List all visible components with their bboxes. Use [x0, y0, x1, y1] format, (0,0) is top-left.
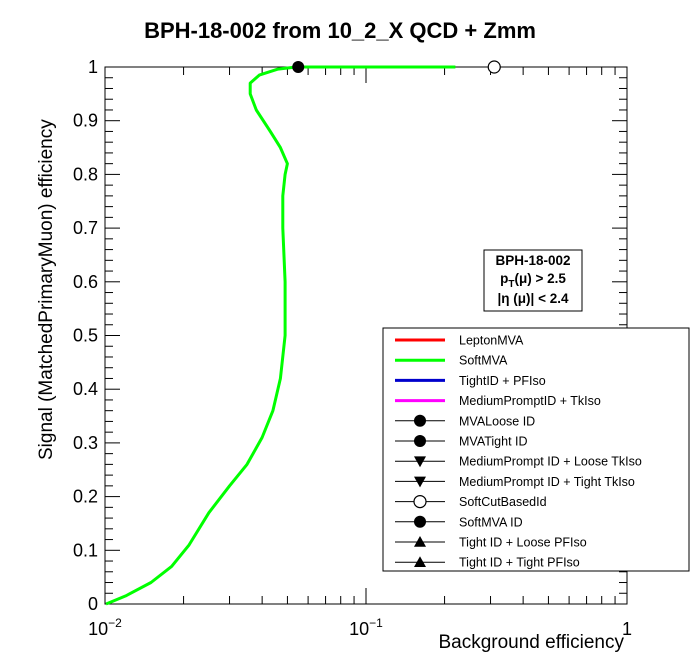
- y-axis-label: Signal (MatchedPrimaryMuon) efficiency: [36, 119, 57, 460]
- legend-swatch-marker-tight-id-tight-pfiso: [414, 556, 426, 567]
- info-box-line2-rest: (μ) > 2.5: [514, 271, 566, 286]
- x-tick-base: 1: [622, 619, 632, 639]
- x-tick-label: 10−2: [88, 616, 122, 639]
- legend-label-softmva: SoftMVA: [459, 354, 508, 368]
- info-box-line3: |η (μ)| < 2.4: [498, 291, 569, 306]
- legend-frame: [382, 327, 690, 572]
- y-tick-label: 0: [88, 594, 98, 614]
- legend-label-mediumprompt-id-tight-tkiso: MediumPrompt ID + Tight TkIso: [459, 475, 635, 489]
- legend-label-tight-id-loose-pfiso: Tight ID + Loose PFIso: [459, 536, 587, 550]
- legend-label-softcutbasedid: SoftCutBasedId: [459, 495, 547, 509]
- legend-swatch-marker-mediumprompt-id-tight-tkiso: [414, 476, 426, 488]
- y-tick-label: 0.8: [73, 164, 98, 184]
- y-tick-label: 0.9: [73, 111, 98, 131]
- legend-swatch-marker-mvaloose-id: [414, 414, 426, 427]
- y-tick-label: 0.3: [73, 433, 98, 453]
- legend-swatch-marker-mediumprompt-id-loose-tkiso: [414, 456, 426, 468]
- y-tick-label: 0.5: [73, 326, 98, 346]
- legend-label-tightid-pfiso: TightID + PFIso: [459, 374, 546, 388]
- y-tick-label: 1: [88, 57, 98, 77]
- info-box-frame: [483, 249, 583, 312]
- x-tick-label: 10−1: [349, 616, 383, 639]
- x-tick-exponent: −1: [369, 616, 383, 630]
- series-line-softmva: [105, 65, 456, 606]
- x-tick-exponent: −2: [108, 616, 122, 630]
- y-tick-label: 0.4: [73, 379, 98, 399]
- legend-label-mediumpromptid-tkiso: MediumPromptID + TkIso: [459, 394, 601, 408]
- y-tick-label: 0.1: [73, 540, 98, 560]
- info-box-line2: pT(μ) > 2.5: [500, 271, 566, 290]
- legend-swatch-marker-tight-id-loose-pfiso: [414, 536, 426, 547]
- info-box-line2-sub: T: [508, 279, 514, 290]
- legend-label-tight-id-tight-pfiso: Tight ID + Tight PFIso: [459, 556, 580, 570]
- legend-label-softmva-id: SoftMVA ID: [459, 515, 523, 529]
- x-tick-base: 10: [88, 619, 108, 639]
- legend-label-mvatight-id: MVATight ID: [459, 435, 528, 449]
- series-layer: [105, 65, 456, 606]
- marker-softmva-id: [292, 61, 305, 73]
- legend-swatch-marker-softcutbasedid: [413, 495, 427, 509]
- marker-softcutbasedid: [487, 60, 501, 74]
- x-tick-label: 1: [622, 619, 632, 639]
- legend: LeptonMVA SoftMVA TightID + PFIso MediumPro…: [382, 327, 690, 572]
- legend-swatch-marker-mvatight-id: [414, 435, 426, 447]
- legend-label-leptonmva: LeptonMVA: [459, 334, 524, 348]
- info-box: BPH-18-002 pT(μ) > 2.5 |η (μ)| < 2.4: [483, 249, 583, 312]
- legend-label-mediumprompt-id-loose-tkiso: MediumPrompt ID + Loose TkIso: [459, 455, 642, 469]
- legend-label-mvaloose-id: MVALoose ID: [459, 414, 535, 428]
- marker-layer: [292, 60, 501, 74]
- info-box-line1: BPH-18-002: [495, 253, 570, 268]
- y-tick-label: 0.7: [73, 218, 98, 238]
- x-axis-label: Background efficiency: [438, 632, 624, 653]
- x-tick-base: 10: [349, 619, 369, 639]
- legend-swatch-marker-softmva-id: [414, 515, 426, 528]
- y-tick-label: 0.6: [73, 272, 98, 292]
- chart-title: BPH-18-002 from 10_2_X QCD + Zmm: [144, 18, 536, 43]
- info-box-line2-main: p: [500, 271, 508, 286]
- y-tick-label: 0.2: [73, 487, 98, 507]
